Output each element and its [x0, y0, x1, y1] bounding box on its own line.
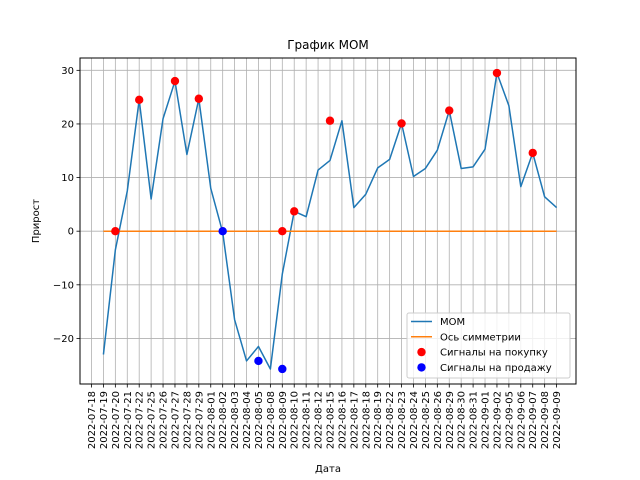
series-layer [102, 68, 558, 374]
x-tick-label: 2022-08-17 [349, 391, 360, 449]
buy-signal-point [492, 68, 502, 78]
plot-frame [79, 57, 577, 385]
x-tick-label: 2022-07-27 [170, 391, 181, 449]
buy-signal-point [397, 119, 406, 128]
x-tick-label: 2022-08-31 [469, 391, 480, 449]
buy-signal-point [445, 106, 454, 115]
y-tick-label: 10 [61, 173, 74, 184]
buy-signal-point [528, 148, 537, 158]
x-tick-label: 2022-08-04 [242, 391, 253, 449]
x-tick-label: 2022-08-11 [302, 391, 313, 449]
x-tick-label: 2022-08-01 [206, 391, 217, 449]
y-tick-label: 20 [61, 119, 74, 130]
buy-signal-point [194, 94, 204, 103]
sell-signal-point [254, 356, 263, 366]
x-tick-label: 2022-09-07 [528, 391, 539, 449]
buy-signal-point [135, 95, 144, 105]
x-tick-label: 2022-09-08 [540, 391, 551, 449]
legend-swatch [417, 363, 426, 372]
x-tick-label: 2022-07-26 [159, 391, 170, 449]
y-tick-label: 0 [68, 227, 74, 238]
x-tick-label: 2022-08-10 [290, 391, 301, 449]
x-axis: 2022-07-18 2022-07-19 2022-07-20 2022-07-21… [87, 384, 563, 449]
x-tick-label: 2022-08-15 [326, 391, 337, 449]
legend-label: Ось симметрии [440, 332, 521, 343]
buy-signal-point [278, 226, 287, 236]
mom-line [102, 72, 558, 370]
x-tick-label: 2022-08-25 [421, 391, 432, 449]
y-axis: −20 −10 0 10 20 30 [53, 66, 80, 345]
x-tick-label: 2022-07-19 [99, 391, 110, 449]
y-tick-label: −20 [53, 334, 74, 345]
y-tick-label: −10 [53, 280, 74, 291]
x-tick-label: 2022-09-06 [516, 391, 527, 449]
x-tick-label: 2022-08-08 [266, 391, 277, 449]
buy-signal-point [325, 116, 335, 125]
x-tick-label: 2022-08-12 [314, 391, 325, 449]
x-tick-label: 2022-07-22 [135, 391, 146, 449]
x-tick-label: 2022-09-01 [481, 391, 492, 449]
y-tick-label: 30 [61, 66, 74, 77]
x-tick-label: 2022-08-02 [218, 391, 229, 449]
legend-label: Сигналы на продажу [440, 363, 552, 374]
x-tick-label: 2022-07-20 [111, 391, 122, 449]
x-tick-label: 2022-08-23 [397, 391, 408, 449]
x-tick-label: 2022-08-03 [230, 391, 241, 449]
x-tick-label: 2022-08-18 [361, 391, 372, 449]
x-tick-label: 2022-09-09 [552, 391, 563, 449]
buy-signal-point [290, 207, 299, 216]
legend-box [406, 312, 571, 379]
x-tick-label: 2022-07-28 [182, 391, 193, 449]
x-tick-label: 2022-08-30 [457, 391, 468, 449]
x-tick-label: 2022-08-22 [385, 391, 396, 449]
sell-signal-point [278, 364, 287, 374]
x-tick-label: 2022-07-29 [194, 391, 205, 449]
x-tick-label: 2022-08-16 [337, 391, 348, 449]
x-tick-label: 2022-08-05 [254, 391, 265, 449]
buy-signal-point [170, 76, 180, 86]
x-tick-label: 2022-07-21 [123, 391, 134, 449]
x-tick-label: 2022-08-24 [409, 391, 420, 449]
legend-label: Сигналы на покупку [440, 348, 548, 359]
legend-label: MOM [440, 317, 465, 328]
chart-title: График MOM [287, 38, 369, 52]
legend-swatch [417, 347, 426, 357]
legend: MOM Ось симметрии Сигналы на покупку Сигнал… [406, 312, 571, 379]
x-tick-label: 2022-08-19 [373, 391, 384, 449]
x-tick-label: 2022-08-29 [445, 391, 456, 449]
y-axis-label: Прирост [31, 199, 42, 243]
x-tick-label: 2022-09-02 [492, 391, 503, 449]
x-tick-label: 2022-07-18 [87, 391, 98, 449]
x-tick-label: 2022-09-05 [504, 391, 515, 449]
sell-signal-point [218, 226, 227, 236]
x-tick-label: 2022-07-25 [147, 391, 158, 449]
x-axis-label: Дата [315, 464, 341, 475]
x-tick-label: 2022-08-09 [278, 391, 289, 449]
buy-signal-point [111, 226, 120, 236]
x-tick-label: 2022-08-26 [433, 391, 444, 449]
